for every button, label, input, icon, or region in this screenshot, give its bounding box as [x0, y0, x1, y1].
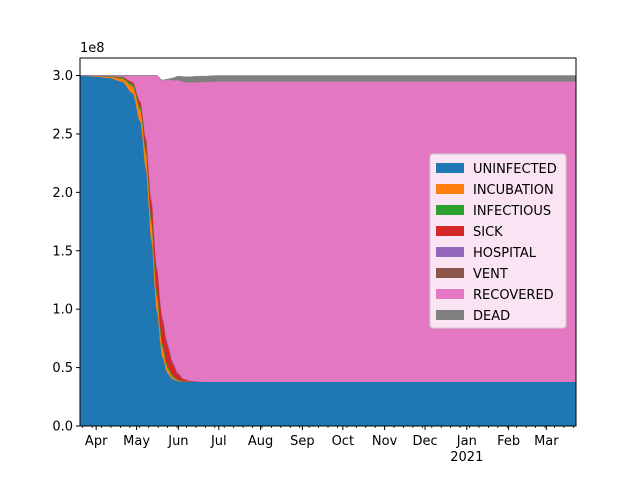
y-tick-label: 1.5	[52, 244, 73, 259]
legend-box	[429, 153, 567, 329]
x-tick-label: Jan	[456, 434, 477, 449]
legend-label-incubation: INCUBATION	[473, 183, 554, 198]
y-tick-label: 1.0	[52, 303, 73, 318]
y-axis: 0.0 0.5 1.0 1.5 2.0 2.5 3.0	[52, 69, 80, 435]
y-tick-label: 0.0	[52, 420, 73, 435]
x-tick-label: Sep	[290, 434, 315, 449]
y-tick-label: 2.5	[52, 127, 73, 142]
y-tick-label: 3.0	[52, 69, 73, 84]
legend-swatch-recovered	[436, 289, 464, 299]
legend-label-infectious: INFECTIOUS	[473, 204, 551, 219]
legend-swatch-uninfected	[436, 163, 464, 173]
legend-swatch-hospital	[436, 247, 464, 257]
x-tick-label: Nov	[372, 434, 398, 449]
x-tick-label: Jun	[167, 434, 188, 449]
x-tick-label: Apr	[85, 434, 108, 449]
x-tick-sublabel: 2021	[450, 450, 483, 465]
legend-label-dead: DEAD	[473, 309, 510, 324]
y-scale-label: 1e8	[80, 41, 105, 56]
legend-label-recovered: RECOVERED	[473, 288, 554, 303]
legend-label-vent: VENT	[473, 267, 508, 282]
x-tick-label: Feb	[497, 434, 520, 449]
legend-swatch-infectious	[436, 205, 464, 215]
legend-swatch-dead	[436, 310, 464, 320]
x-tick-label: May	[123, 434, 150, 449]
legend-label-uninfected: UNINFECTED	[473, 162, 557, 177]
legend-swatch-vent	[436, 268, 464, 278]
plot-frame	[79, 57, 577, 427]
legend-label-hospital: HOSPITAL	[473, 246, 537, 261]
x-tick-label: Jul	[210, 434, 227, 449]
x-tick-label: Aug	[248, 434, 273, 449]
x-tick-label: Dec	[412, 434, 437, 449]
legend-swatch-sick	[436, 226, 464, 236]
y-tick-label: 0.5	[52, 361, 73, 376]
x-tick-label: Mar	[534, 434, 559, 449]
y-tick-label: 2.0	[52, 186, 73, 201]
legend: UNINFECTED INCUBATION INFECTIOUS SICK HOSPIT…	[429, 153, 567, 329]
legend-label-sick: SICK	[473, 225, 503, 240]
legend-swatch-incubation	[436, 184, 464, 194]
x-tick-label: Oct	[332, 434, 354, 449]
